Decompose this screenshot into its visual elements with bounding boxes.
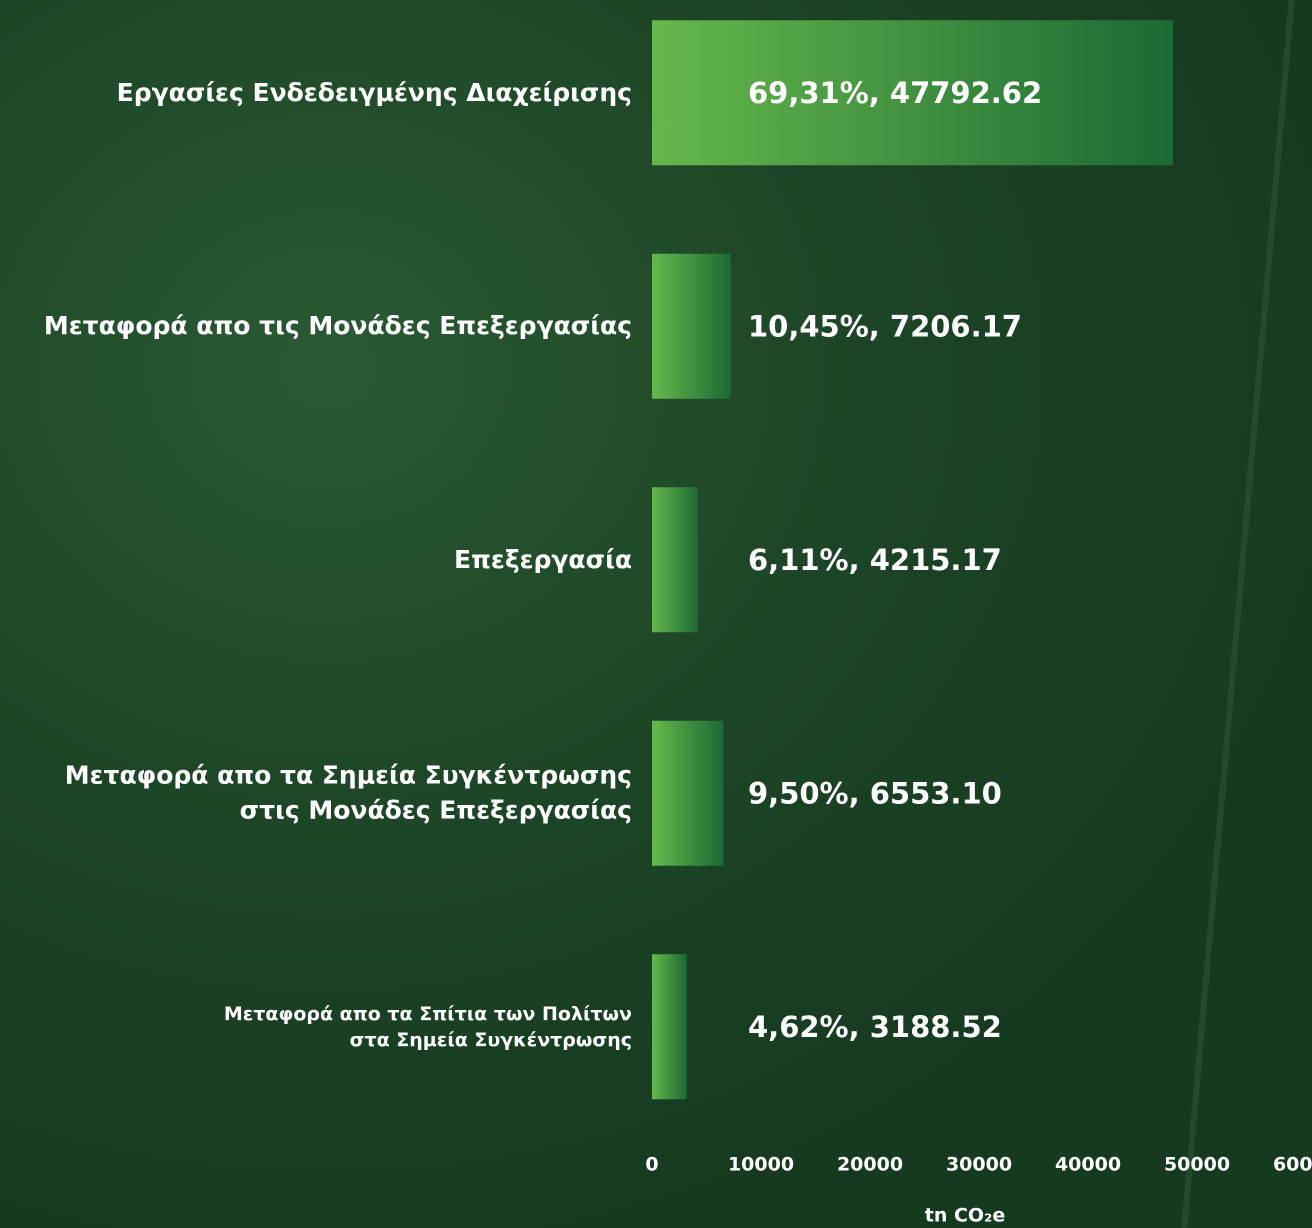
- category-label: Μεταφορά απο τις Μονάδες Επεξεργασίας: [43, 311, 632, 340]
- x-tick-label: 10000: [728, 1154, 794, 1176]
- value-label: 4,62%, 3188.52: [748, 1010, 1002, 1044]
- category-label: Εργασίες Ενδεδειγμένης Διαχείρισης: [116, 77, 632, 107]
- x-tick-label: 0: [645, 1154, 658, 1176]
- value-label: 6,11%, 4215.17: [748, 543, 1002, 577]
- x-tick-label: 20000: [837, 1154, 903, 1176]
- x-tick-label: 50000: [1164, 1154, 1230, 1176]
- bar: [652, 20, 1173, 166]
- x-tick-label: 60000: [1273, 1154, 1312, 1176]
- bar: [652, 487, 698, 633]
- x-tick-label: 40000: [1055, 1154, 1121, 1176]
- bar: [652, 954, 687, 1100]
- x-axis-title: tn CO₂e: [925, 1205, 1006, 1227]
- bar: [652, 720, 724, 866]
- value-label: 69,31%, 47792.62: [748, 76, 1042, 110]
- category-label: Μεταφορά απο τα Σπίτια των Πολίτων στα Σ…: [223, 1002, 632, 1051]
- value-label: 9,50%, 6553.10: [748, 776, 1002, 810]
- category-label: Επεξεργασία: [454, 544, 632, 574]
- x-tick-label: 30000: [946, 1154, 1012, 1176]
- value-label: 10,45%, 7206.17: [748, 309, 1022, 343]
- category-label: Μεταφορά απο τα Σημεία Συγκέντρωσης στις…: [64, 760, 632, 825]
- bar: [652, 253, 731, 399]
